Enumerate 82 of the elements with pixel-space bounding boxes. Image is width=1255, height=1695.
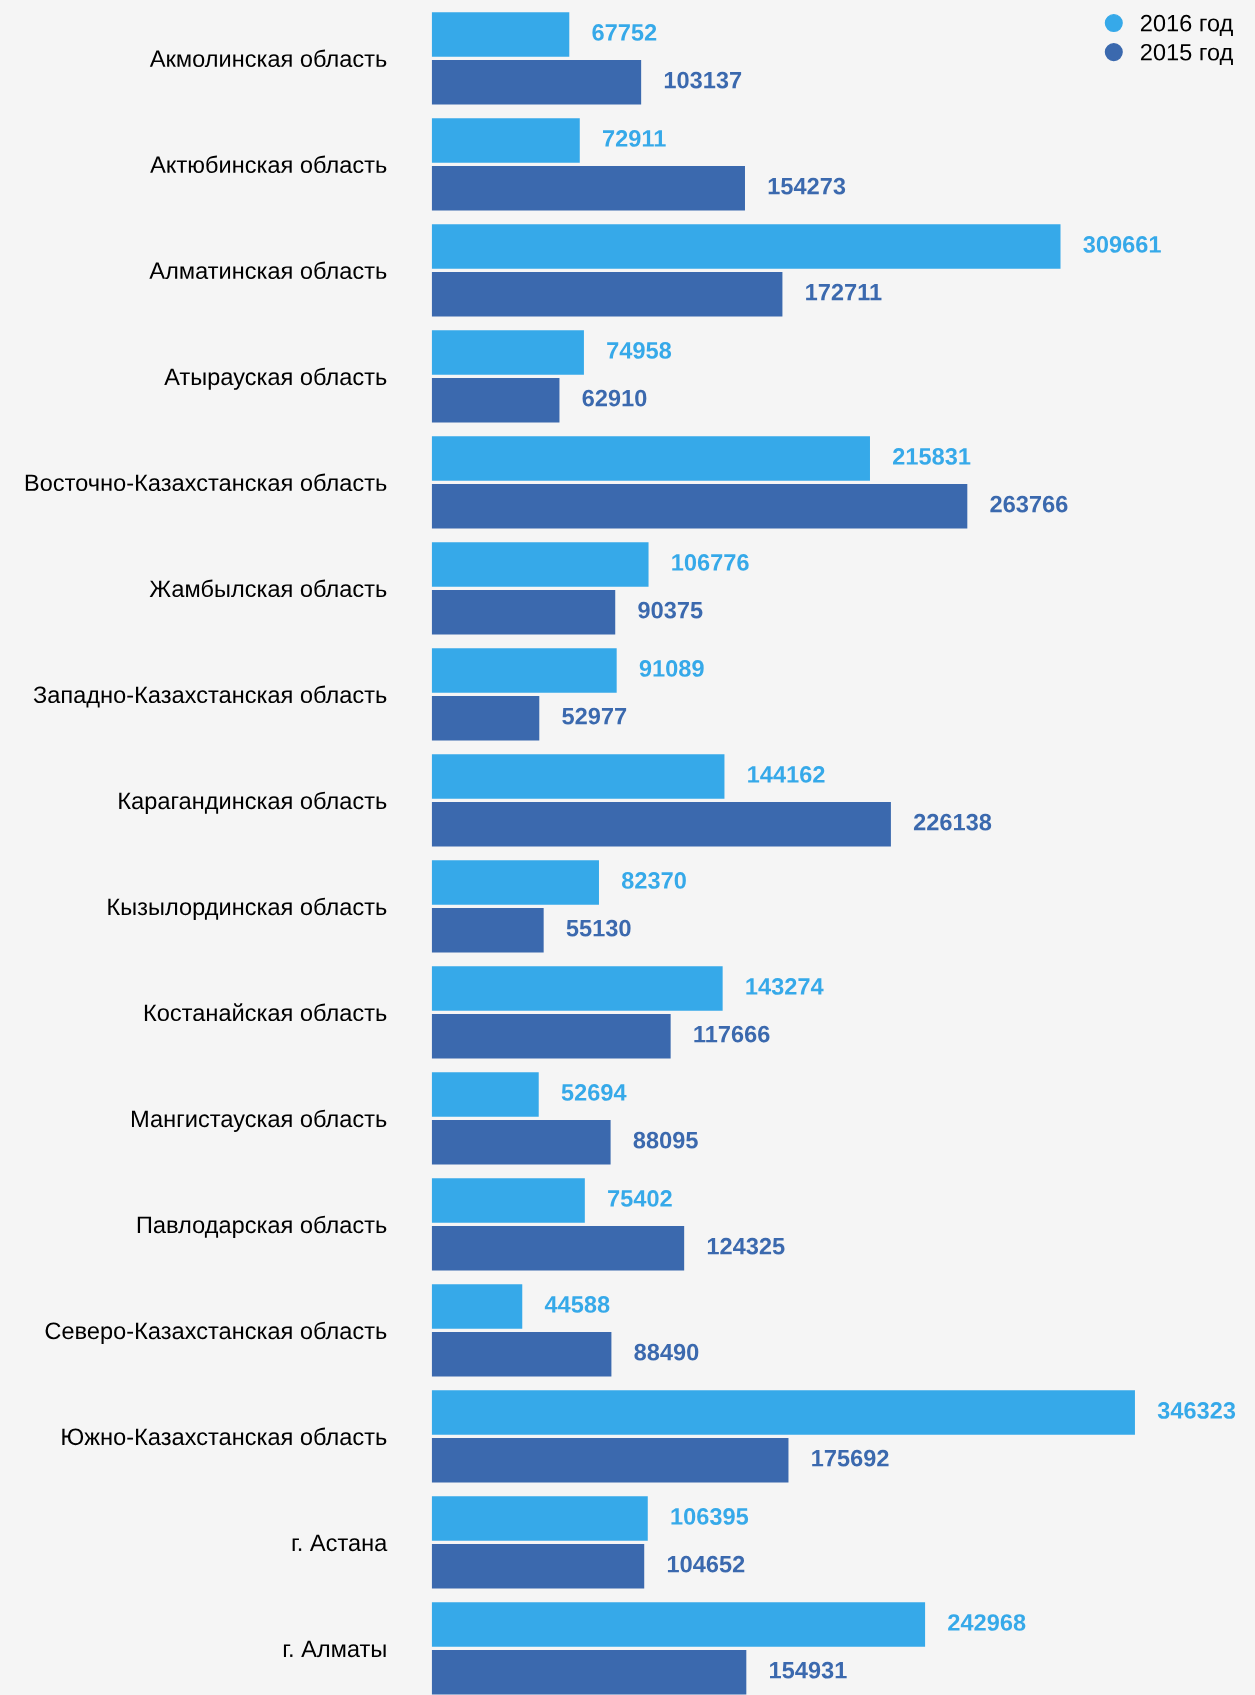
data-label: 62910 bbox=[582, 389, 647, 407]
data-label: 346323 bbox=[1157, 1402, 1236, 1419]
bar bbox=[431, 1119, 611, 1165]
bar bbox=[431, 271, 783, 317]
data-label: 103137 bbox=[664, 71, 742, 89]
bar bbox=[431, 224, 1061, 269]
data-label: 67752 bbox=[592, 24, 657, 41]
bar bbox=[431, 1072, 539, 1117]
bar bbox=[431, 860, 599, 905]
data-label: 263766 bbox=[990, 495, 1068, 513]
bar bbox=[431, 1225, 685, 1271]
y-tick-label: Мангистауская область bbox=[132, 1109, 387, 1132]
bar bbox=[431, 59, 642, 105]
y-tick-label: Карагандинская область bbox=[119, 791, 387, 814]
data-label: 309661 bbox=[1083, 236, 1161, 253]
y-tick-label: Актюбинская область bbox=[150, 155, 387, 174]
bar bbox=[431, 165, 745, 211]
bar bbox=[431, 907, 544, 953]
data-label: 117666 bbox=[694, 1025, 770, 1043]
y-tick-label: Восточно-Казахстанская область bbox=[25, 473, 387, 492]
bar bbox=[431, 648, 617, 693]
bar bbox=[431, 330, 584, 375]
data-label: 154931 bbox=[770, 1661, 847, 1679]
data-label: 172711 bbox=[806, 283, 882, 301]
bar bbox=[431, 1390, 1135, 1435]
bar bbox=[431, 1437, 789, 1483]
data-label: 75402 bbox=[608, 1190, 672, 1207]
data-label: 215831 bbox=[893, 448, 971, 465]
bar bbox=[431, 754, 725, 799]
data-label: 143274 bbox=[746, 978, 824, 995]
data-label: 104652 bbox=[667, 1555, 745, 1573]
y-tick-label: Западно-Казахстанская область bbox=[33, 685, 387, 708]
data-label: 226138 bbox=[913, 813, 992, 831]
bar bbox=[431, 1331, 612, 1377]
data-label: 106776 bbox=[672, 554, 749, 571]
bar bbox=[431, 12, 570, 57]
y-tick-label: Алматинская область bbox=[149, 261, 387, 280]
data-label: 44588 bbox=[544, 1296, 610, 1313]
y-tick-label: Северо-Казахстанская область bbox=[45, 1321, 387, 1344]
y-tick-label: Южно-Казахстанская область bbox=[62, 1427, 387, 1446]
data-label: 154273 bbox=[768, 177, 846, 195]
y-tick-label: Кызылординская область bbox=[108, 897, 387, 920]
y-tick-label: Жамбылская область bbox=[149, 579, 387, 598]
y-tick-label: Костанайская область bbox=[144, 1003, 387, 1022]
legend-label: 2016 год bbox=[1140, 14, 1233, 36]
bar bbox=[431, 1496, 648, 1541]
bar bbox=[431, 436, 870, 481]
legend-label: 2015 год bbox=[1140, 43, 1233, 66]
data-label: 52694 bbox=[561, 1084, 627, 1101]
bar bbox=[431, 118, 580, 163]
data-label: 88095 bbox=[633, 1131, 698, 1149]
bar bbox=[431, 1602, 926, 1647]
bar bbox=[431, 542, 649, 587]
data-label: 72911 bbox=[603, 130, 666, 147]
data-label: 144162 bbox=[748, 766, 825, 783]
bar bbox=[431, 1178, 585, 1223]
y-tick-label: Акмолинская область bbox=[149, 49, 387, 68]
data-label: 91089 bbox=[639, 660, 704, 677]
bar bbox=[431, 801, 891, 847]
y-tick-label: г. Алматы bbox=[283, 1640, 386, 1658]
bar bbox=[431, 1649, 747, 1695]
y-tick-label: Атырауская область bbox=[164, 367, 387, 390]
bar bbox=[431, 377, 560, 423]
data-label: 74958 bbox=[607, 342, 672, 359]
data-label: 106395 bbox=[671, 1508, 749, 1525]
data-label: 88490 bbox=[634, 1343, 699, 1361]
bar bbox=[431, 1284, 523, 1329]
data-label: 124325 bbox=[707, 1237, 785, 1255]
y-tick-label: Павлодарская область bbox=[137, 1215, 387, 1238]
bar bbox=[431, 1543, 645, 1589]
data-label: 52977 bbox=[562, 707, 627, 725]
bar bbox=[431, 695, 540, 741]
y-tick-label: г. Астана bbox=[292, 1534, 388, 1552]
bar bbox=[431, 1013, 671, 1059]
data-label: 175692 bbox=[812, 1449, 889, 1467]
data-label: 242968 bbox=[948, 1614, 1026, 1631]
bar bbox=[431, 483, 968, 529]
data-label: 82370 bbox=[621, 872, 686, 889]
data-label: 55130 bbox=[566, 919, 631, 937]
data-label: 90375 bbox=[638, 601, 703, 619]
bar bbox=[431, 589, 616, 635]
bar bbox=[431, 966, 723, 1011]
